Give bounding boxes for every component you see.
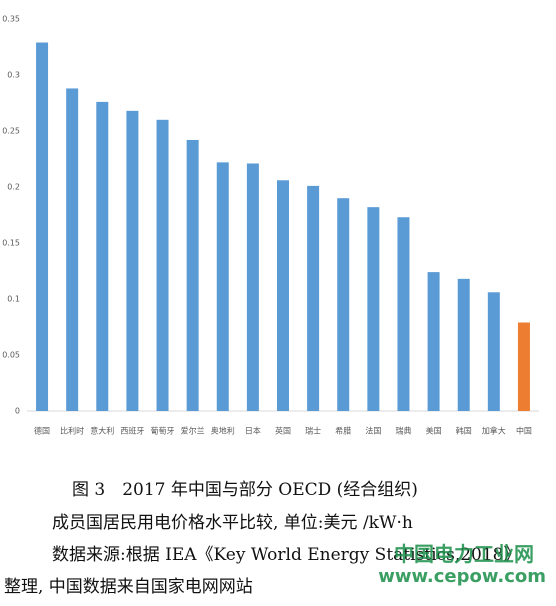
x-tick-label: 奥地利 [211, 426, 235, 436]
x-tick-label: 葡萄牙 [151, 426, 175, 436]
x-tick-label: 加拿大 [482, 426, 506, 436]
bar [186, 139, 199, 411]
y-tick-label: 0.1 [7, 295, 20, 304]
x-tick-label: 德国 [34, 426, 50, 436]
bar [517, 322, 530, 411]
x-tick-label: 美国 [426, 426, 442, 436]
y-tick-label: 0.3 [7, 71, 20, 80]
x-tick-label: 西班牙 [120, 426, 144, 436]
chart: 0 0.05 0.1 0.15 0.2 0.25 0.3 0.35 德国 比利时 意大利 西班牙 葡萄牙… [2, 15, 539, 436]
x-tick-label: 希腊 [335, 426, 351, 436]
bar [487, 292, 500, 411]
x-tick-label: 瑞士 [305, 426, 321, 436]
bar [216, 162, 229, 411]
bar [126, 110, 139, 411]
bar [337, 198, 350, 411]
x-tick-label: 中国 [516, 426, 532, 436]
y-tick-label: 0.35 [2, 15, 20, 24]
bar [156, 119, 169, 412]
y-tick-label: 0.25 [2, 127, 20, 136]
y-tick-label: 0 [15, 407, 20, 416]
x-tick-label: 法国 [365, 426, 381, 436]
bar [66, 88, 79, 411]
y-tick-label: 0.15 [2, 239, 20, 248]
bar [457, 278, 470, 411]
bar [36, 42, 49, 412]
caption: 数据来源:根据 IEA《Key World Energy Statistics,… [52, 545, 521, 565]
bar [277, 180, 289, 411]
bar [397, 217, 410, 411]
bar [427, 272, 440, 411]
watermark: 中国电力工业网 [394, 542, 534, 566]
y-tick-label: 0.05 [2, 351, 20, 360]
x-tick-label: 韩国 [456, 426, 472, 436]
bar [246, 163, 259, 411]
x-tick-label: 日本 [245, 426, 261, 436]
x-tick-label: 意大利 [90, 426, 114, 436]
x-tick-label: 瑞典 [395, 426, 411, 436]
caption: 图 3 2017 年中国与部分 OECD (经合组织) [72, 480, 418, 500]
x-tick-label: 爱尔兰 [181, 426, 205, 436]
caption: 成员国居民用电价格水平比较, 单位:美元 /kW·h [52, 513, 413, 533]
x-tick-label: 比利时 [60, 426, 84, 436]
bar [367, 207, 380, 411]
x-tick-label: 英国 [275, 426, 291, 436]
caption: 整理, 中国数据来自国家电网网站 [4, 577, 253, 597]
bar [307, 185, 320, 411]
y-tick-label: 0.2 [7, 183, 20, 192]
bar [96, 101, 109, 411]
watermark: www.cepow.com [378, 566, 546, 587]
